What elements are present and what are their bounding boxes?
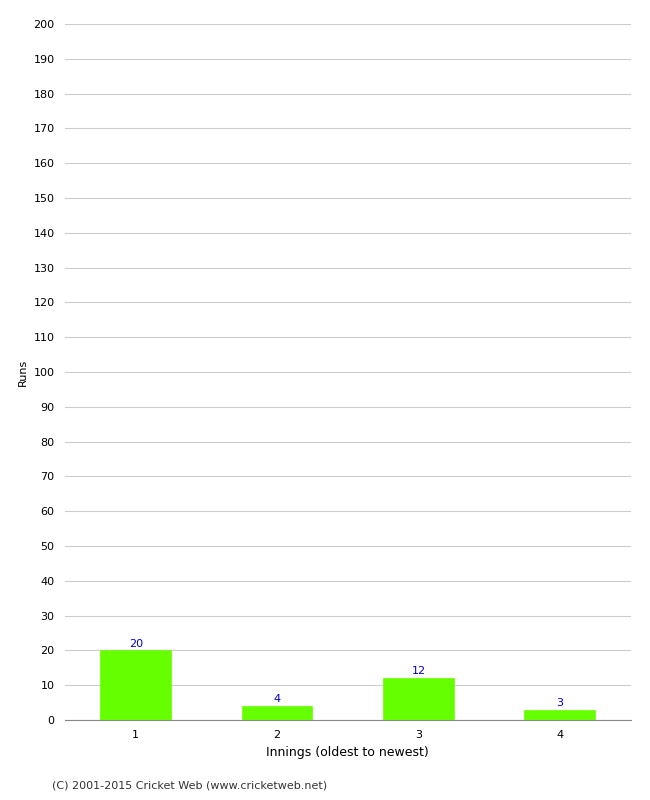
Text: 3: 3 <box>556 698 564 708</box>
Text: 4: 4 <box>274 694 281 704</box>
Bar <box>242 706 313 720</box>
Bar <box>525 710 595 720</box>
Bar <box>383 678 454 720</box>
Text: 20: 20 <box>129 638 143 649</box>
Y-axis label: Runs: Runs <box>18 358 28 386</box>
X-axis label: Innings (oldest to newest): Innings (oldest to newest) <box>266 746 429 759</box>
Text: (C) 2001-2015 Cricket Web (www.cricketweb.net): (C) 2001-2015 Cricket Web (www.cricketwe… <box>52 781 327 790</box>
Text: 12: 12 <box>411 666 426 677</box>
Bar <box>100 650 171 720</box>
